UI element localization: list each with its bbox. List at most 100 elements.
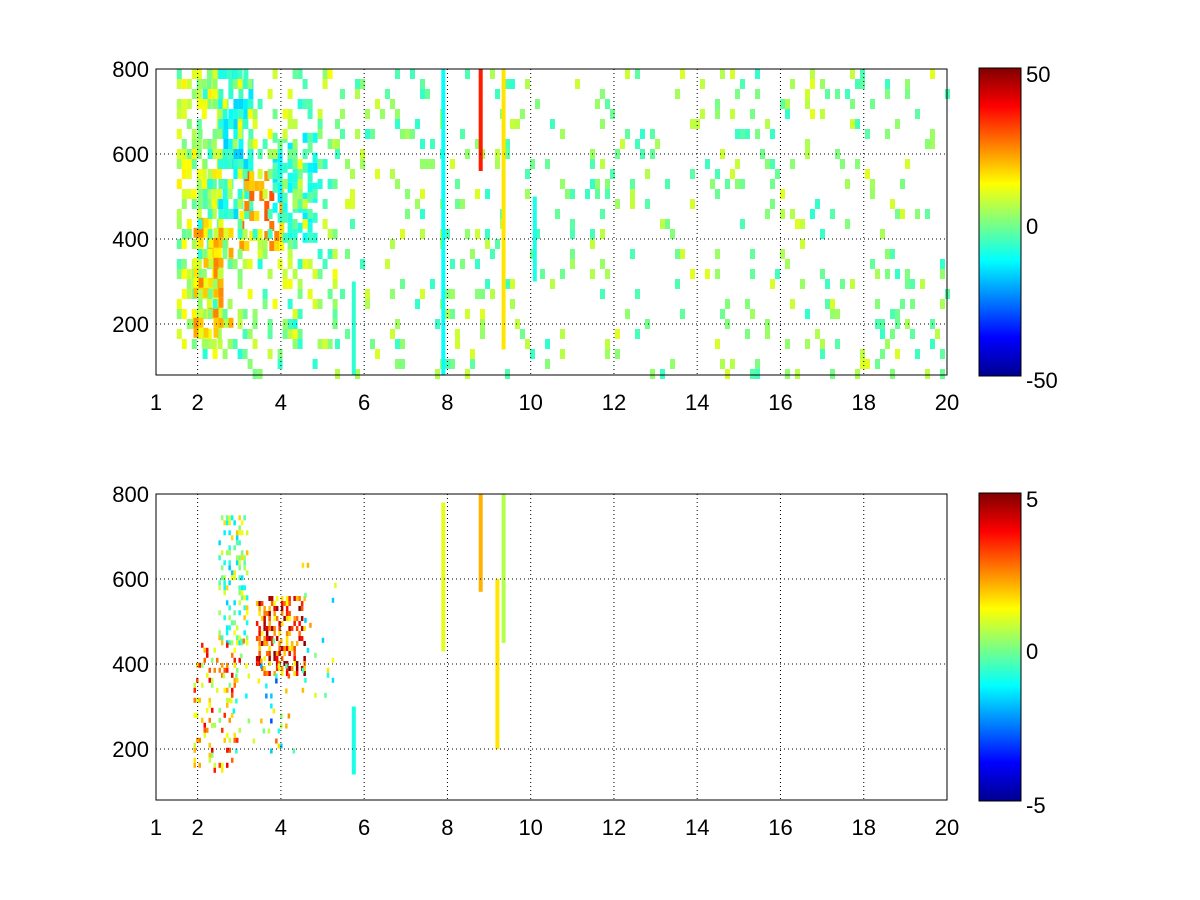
heatmap-cell — [262, 728, 266, 734]
heatmap-cell — [201, 109, 207, 119]
y-tick-label: 600 — [112, 567, 149, 592]
heatmap-cell — [197, 289, 203, 299]
heatmap-cell — [277, 169, 283, 179]
heatmap-cell — [306, 562, 310, 568]
heatmap-cell — [218, 317, 224, 328]
heatmap-cell — [750, 369, 755, 379]
heatmap-cell — [550, 279, 555, 289]
heatmap-cell — [605, 349, 610, 359]
heatmap-cell — [380, 109, 385, 119]
heatmap-cell — [317, 269, 323, 279]
heatmap-cell — [203, 327, 209, 338]
heatmap-cell — [820, 339, 825, 349]
heatmap-cell — [226, 732, 229, 738]
heatmap-cell — [282, 192, 288, 203]
heatmap-cell — [750, 269, 755, 279]
heatmap-cell — [805, 149, 810, 159]
heatmap-cell — [233, 149, 239, 159]
heatmap-cell — [228, 615, 231, 621]
heatmap-cell — [755, 369, 760, 379]
heatmap-cell — [935, 329, 940, 339]
heatmap-cell — [176, 149, 182, 159]
heatmap-cell — [227, 259, 233, 269]
heatmap-cell — [196, 712, 199, 718]
heatmap-cell — [218, 209, 224, 219]
heatmap-cell — [186, 159, 192, 169]
axes-frame-bottom — [155, 493, 948, 801]
heatmap-cell — [282, 212, 288, 223]
heatmap-cell — [655, 139, 660, 149]
heatmap-cell — [355, 79, 360, 89]
heatmap-cell — [890, 309, 895, 319]
heatmap-cell — [430, 139, 435, 149]
heatmap-cell — [268, 646, 271, 651]
x-tick-label: 4 — [275, 815, 287, 840]
heatmap-cell — [595, 179, 600, 189]
heatmap-cell — [262, 289, 268, 299]
heatmap-cell — [390, 169, 395, 179]
heatmap-cell — [292, 182, 298, 193]
heatmap-cell — [340, 129, 345, 139]
heatmap-cell — [525, 339, 530, 349]
heatmap-cell — [257, 239, 263, 249]
heatmap-cell — [191, 309, 197, 319]
heatmap-cell — [242, 638, 246, 644]
heatmap-cell — [213, 227, 219, 238]
heatmap-cell — [835, 149, 840, 159]
heatmap-cell — [287, 142, 293, 153]
heatmap-cell — [217, 109, 223, 119]
heatmap-cell — [218, 199, 224, 209]
heatmap-cell — [181, 79, 187, 89]
heatmap-cell — [228, 227, 234, 238]
heatmap-cell — [218, 99, 224, 109]
heatmap-cell — [277, 182, 283, 193]
heatmap-cell — [297, 339, 303, 349]
heatmap-cell — [197, 299, 203, 309]
heatmap-cell — [304, 617, 307, 623]
heatmap-cell — [905, 269, 910, 279]
heatmap-cell — [505, 369, 510, 379]
heatmap-cell — [845, 179, 850, 189]
heatmap-cell — [248, 159, 254, 169]
heatmap-cell — [260, 663, 263, 669]
heatmap-cell — [193, 747, 196, 753]
heatmap-cell — [287, 299, 293, 309]
heatmap-cell — [212, 69, 218, 79]
heatmap-cell — [307, 132, 313, 143]
heatmap-cell — [324, 692, 327, 698]
heatmap-cell — [258, 606, 261, 611]
heatmap-cell — [770, 129, 775, 139]
heatmap-cell — [480, 289, 485, 299]
heatmap-cell — [282, 279, 288, 289]
heatmap-cell — [840, 159, 845, 169]
heatmap-cell — [218, 667, 221, 673]
heatmap-cell — [272, 69, 278, 79]
heatmap-cell — [222, 109, 228, 119]
heatmap-cell — [610, 169, 615, 179]
heatmap-cell — [222, 149, 228, 159]
heatmap-cell — [825, 299, 830, 309]
heatmap-cell — [905, 89, 910, 99]
heatmap-cell — [240, 638, 243, 644]
heatmap-cell — [290, 626, 294, 631]
heatmap-cell — [230, 575, 234, 581]
heatmap-streak — [478, 494, 483, 592]
heatmap-cell — [243, 515, 246, 521]
heatmap-cell — [600, 89, 605, 99]
heatmap-cell — [615, 149, 620, 159]
heatmap-cell — [870, 99, 875, 109]
heatmap-cell — [745, 299, 750, 309]
heatmap-cell — [252, 139, 258, 149]
heatmap-cell — [206, 652, 209, 658]
heatmap-cell — [176, 259, 182, 269]
heatmap-cell — [221, 727, 224, 733]
heatmap-cell — [228, 625, 231, 631]
heatmap-cell — [845, 219, 850, 229]
heatmap-cell — [237, 119, 243, 129]
heatmap-cell — [225, 625, 229, 631]
heatmap-cell — [297, 179, 303, 189]
heatmap-cell — [197, 189, 203, 199]
heatmap-cell — [295, 596, 299, 601]
heatmap-cell — [201, 682, 204, 688]
heatmap-cell — [615, 199, 620, 209]
